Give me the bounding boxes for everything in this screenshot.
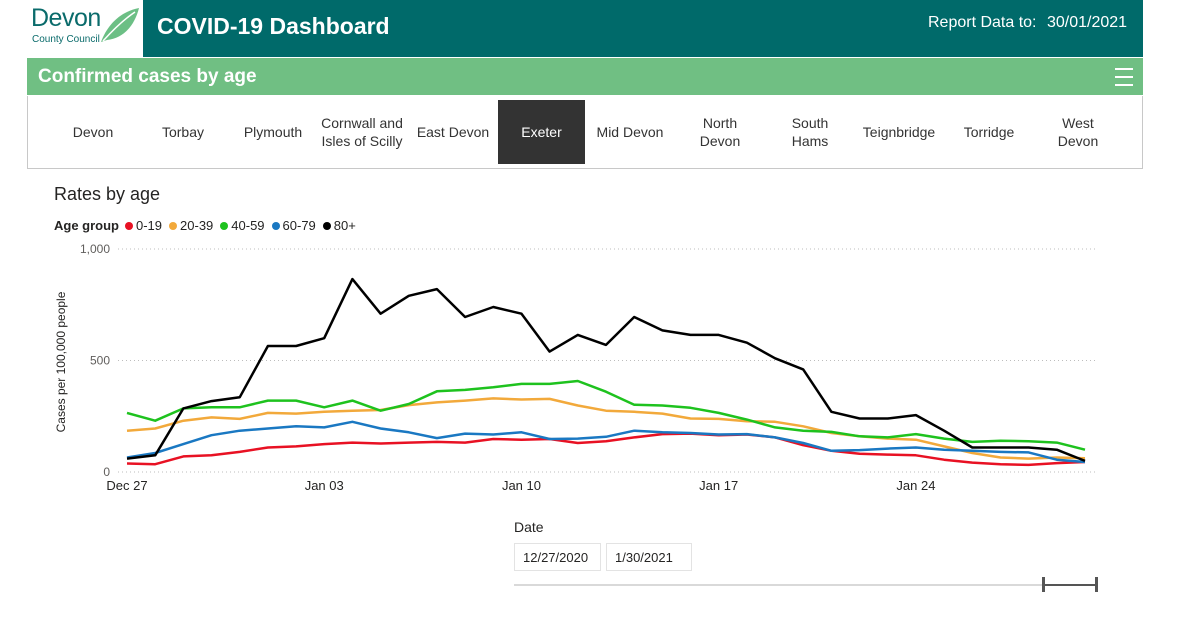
legend-item-40-59[interactable]: 40-59 [220,218,265,233]
legend-label: 20-39 [180,218,214,233]
legend-dot [220,221,229,230]
series-line-0-19[interactable] [126,432,1086,467]
x-tick-label: Jan 10 [502,478,541,493]
line-chart[interactable]: 0 500 1,000 Dec 27 Jan 03 Jan 10 Jan 17 Jan 24… [0,0,1200,520]
header-bar: Devon County Council COVID-19 Dashboard … [27,0,1143,57]
y-axis-label: Cases per 100,000 people [54,291,68,432]
legend-label: 40-59 [231,218,265,233]
legend-item-80-plus[interactable]: 80+ [322,218,356,233]
legend-item-60-79[interactable]: 60-79 [271,218,316,233]
end-date-input[interactable]: 1/30/2021 [606,543,692,571]
menu-icon[interactable] [1115,68,1133,86]
legend-title: Age group [54,218,119,233]
legend-item-0-19[interactable]: 0-19 [125,218,162,233]
legend-label: 80+ [333,218,356,233]
series-line-60-79[interactable] [126,420,1086,464]
legend-item-20-39[interactable]: 20-39 [169,218,213,233]
leaf-icon [101,8,139,42]
report-date-label: Report Data to: [928,14,1037,31]
section-title: Confirmed cases by age [38,66,257,87]
date-slicer-label: Date [514,519,544,535]
legend-dot [169,221,178,230]
start-date-input[interactable]: 12/27/2020 [514,543,601,571]
tab-mid-devon[interactable]: Mid Devon [596,124,664,140]
series-line-40-59[interactable] [126,379,1086,451]
section-header: Confirmed cases by age [27,58,1143,95]
x-tick-label: Jan 03 [305,478,344,493]
chart-title: Rates by age [54,184,161,204]
x-tick-label: Dec 27 [106,478,147,493]
tab-devon[interactable]: Devon [72,124,114,140]
logo-subtitle: County Council [32,34,100,45]
date-slider-end-handle[interactable] [1095,577,1098,592]
y-tick-label: 500 [90,354,110,368]
legend-dot [271,221,280,230]
tab-west-devon[interactable]: West Devon [1057,115,1099,149]
tab-plymouth[interactable]: Plymouth [243,124,303,140]
chart-legend: Age group 0-19 20-39 40-59 60-79 80+ [54,218,363,233]
legend-dot [125,221,133,230]
report-date-value: 30/01/2021 [1047,14,1128,31]
tab-south-hams[interactable]: South Hams [791,115,829,149]
y-tick-label: 0 [103,465,110,479]
series-line-20-39[interactable] [126,397,1086,460]
date-slider-range [1043,584,1098,586]
x-tick-label: Jan 17 [699,478,738,493]
date-slider-start-handle[interactable] [1042,577,1045,592]
tab-exeter[interactable]: Exeter [498,100,585,164]
tab-torridge[interactable]: Torridge [963,124,1015,140]
area-tabs: Devon Torbay Plymouth Cornwall and Isles… [27,96,1143,169]
tab-cornwall[interactable]: Cornwall and Isles of Scilly [321,115,403,149]
tab-teignbridge[interactable]: Teignbridge [862,124,936,140]
x-tick-label: Jan 24 [896,478,935,493]
y-tick-label: 1,000 [80,242,110,256]
tab-north-devon[interactable]: North Devon [699,115,741,149]
tab-torbay[interactable]: Torbay [161,124,205,140]
legend-label: 60-79 [282,218,316,233]
date-slider-track[interactable] [514,584,1098,586]
legend-label: 0-19 [136,218,163,233]
tab-east-devon[interactable]: East Devon [416,124,490,140]
logo-name: Devon [31,4,101,32]
logo: Devon County Council [27,0,143,57]
legend-dot [322,221,331,230]
series-line-80+[interactable] [126,277,1086,463]
page-title: COVID-19 Dashboard [157,13,390,39]
